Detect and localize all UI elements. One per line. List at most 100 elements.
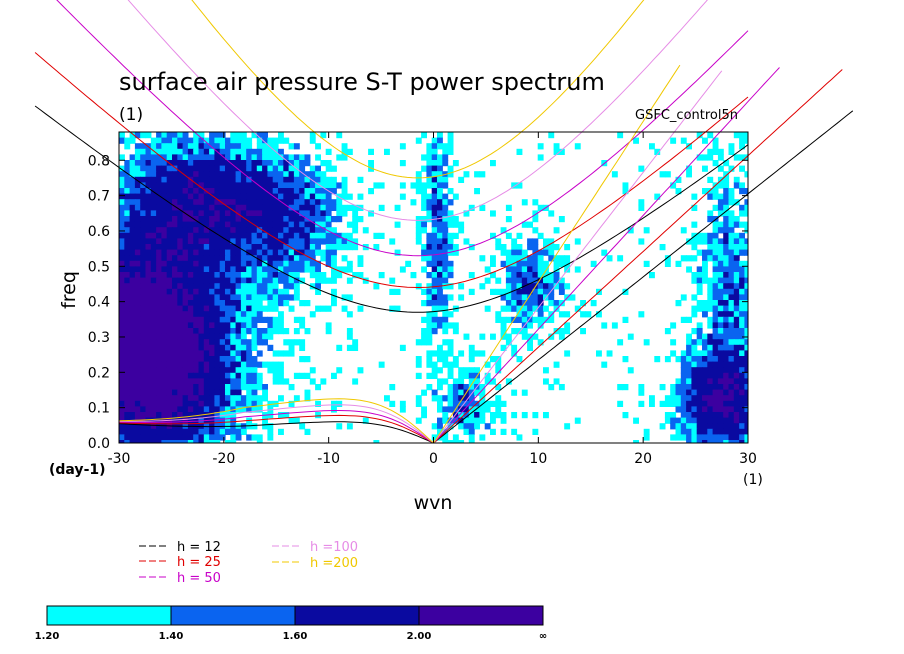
heatmap-cell [198, 434, 205, 441]
heatmap-cell [304, 266, 311, 273]
heatmap-cell [235, 255, 242, 262]
heatmap-cell [325, 176, 332, 183]
heatmap-cell [537, 255, 544, 262]
heatmap-cell [166, 395, 173, 402]
heatmap-cell [733, 305, 740, 312]
heatmap-cell [511, 277, 518, 284]
heatmap-cell [193, 412, 200, 419]
heatmap-cell [309, 249, 316, 256]
heatmap-cell [707, 216, 714, 223]
heatmap-cell [505, 272, 512, 279]
heatmap-cell [537, 322, 544, 329]
heatmap-cell [251, 188, 258, 195]
heatmap-cell [262, 132, 268, 139]
heatmap-cell [235, 148, 242, 155]
heatmap-cell [187, 266, 194, 273]
heatmap-cell [240, 238, 247, 245]
heatmap-cell [744, 244, 748, 251]
heatmap-cell [262, 204, 268, 211]
heatmap-cell [225, 372, 231, 379]
heatmap-cell [490, 272, 496, 279]
heatmap-cell [172, 389, 178, 396]
heatmap-cell [187, 221, 194, 228]
heatmap-cell [426, 294, 433, 301]
heatmap-cell [240, 378, 247, 385]
heatmap-cell [686, 423, 692, 430]
heatmap-cell [463, 367, 470, 374]
heatmap-cell [336, 367, 343, 374]
heatmap-cell [675, 400, 682, 407]
heatmap-cell [431, 272, 438, 279]
heatmap-cell [442, 199, 449, 206]
heatmap-cell [723, 311, 730, 318]
heatmap-cell [574, 417, 581, 424]
heatmap-cell [707, 238, 714, 245]
heatmap-cell [426, 255, 433, 262]
heatmap-cell [145, 204, 152, 211]
heatmap-cell [511, 294, 518, 301]
heatmap-cell [346, 232, 353, 239]
run-label: GSFC_control5n [635, 108, 738, 123]
heatmap-cell [124, 283, 131, 290]
heatmap-cell [187, 389, 194, 396]
heatmap-cell [569, 294, 576, 301]
heatmap-cell [728, 272, 735, 279]
heatmap-cell [119, 249, 125, 256]
heatmap-cell [293, 143, 300, 150]
heatmap-cell [288, 305, 295, 312]
heatmap-cell [134, 260, 141, 267]
heatmap-cell [172, 132, 178, 139]
heatmap-cell [431, 165, 438, 172]
heatmap-cell [325, 221, 332, 228]
heatmap-cell [172, 406, 178, 413]
heatmap-cell [119, 182, 125, 189]
heatmap-cell [177, 283, 184, 290]
heatmap-cell [643, 260, 650, 267]
heatmap-cell [733, 154, 740, 161]
heatmap-cell [161, 171, 168, 178]
heatmap-cell [712, 395, 719, 402]
heatmap-cell [511, 428, 518, 435]
heatmap-cell [320, 216, 327, 223]
heatmap-cell [214, 300, 221, 307]
heatmap-cell [447, 165, 454, 172]
heatmap-cell [723, 400, 730, 407]
heatmap-cell [203, 272, 210, 279]
heatmap-cell [516, 260, 523, 267]
heatmap-cell [447, 344, 454, 351]
heatmap-cell [564, 260, 571, 267]
heatmap-cell [331, 204, 337, 211]
heatmap-cell [230, 400, 237, 407]
heatmap-cell [500, 328, 507, 335]
heatmap-cell [187, 372, 194, 379]
heatmap-cell [283, 216, 290, 223]
heatmap-cell [230, 182, 237, 189]
heatmap-cell [717, 210, 724, 217]
heatmap-cell [225, 176, 231, 183]
heatmap-cell [702, 412, 708, 419]
heatmap-cell [315, 232, 321, 239]
heatmap-cell [209, 232, 215, 239]
heatmap-cell [172, 210, 178, 217]
heatmap-cell [150, 148, 157, 155]
heatmap-cell [431, 367, 438, 374]
heatmap-cell [452, 400, 459, 407]
heatmap-cell [437, 154, 443, 161]
heatmap-cell [723, 333, 730, 340]
heatmap-cell [500, 428, 507, 435]
heatmap-cell [675, 406, 682, 413]
heatmap-cell [511, 255, 518, 262]
heatmap-cell [177, 176, 184, 183]
heatmap-cell [712, 367, 719, 374]
heatmap-cell [331, 165, 337, 172]
heatmap-cell [251, 216, 258, 223]
heatmap-cell [336, 344, 343, 351]
heatmap-cell [548, 249, 555, 256]
heatmap-cell [458, 440, 465, 443]
heatmap-cell [537, 232, 544, 239]
heatmap-cell [214, 143, 221, 150]
heatmap-cell [124, 305, 131, 312]
heatmap-cell [696, 350, 703, 357]
heatmap-cell [437, 300, 443, 307]
heatmap-cell [463, 423, 470, 430]
